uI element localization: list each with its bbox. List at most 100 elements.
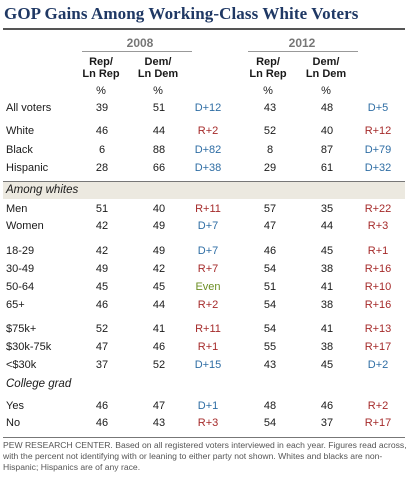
gap-cell: D+7 bbox=[197, 220, 219, 232]
gap-cell: R+2 bbox=[197, 299, 219, 311]
gap-cell: R+12 bbox=[364, 125, 392, 137]
chart-title: GOP Gains Among Working-Class White Vote… bbox=[4, 4, 359, 23]
rep-cell: 42 bbox=[95, 220, 109, 232]
dem-cell: 44 bbox=[320, 220, 334, 232]
dem-cell: 88 bbox=[152, 144, 166, 156]
row-label: $30k-75k bbox=[6, 341, 52, 353]
dem-cell: 61 bbox=[320, 162, 334, 174]
dem-cell: 48 bbox=[320, 102, 334, 114]
gap-cell: R+1 bbox=[197, 341, 219, 353]
gap-cell: R+11 bbox=[195, 203, 221, 215]
gap-cell: D+7 bbox=[197, 245, 219, 257]
gap-cell: R+16 bbox=[364, 299, 392, 311]
rep-cell: 52 bbox=[95, 323, 109, 335]
rep-col-header-2012: Rep/ Ln Rep bbox=[240, 56, 296, 80]
footnote-rule bbox=[3, 437, 405, 438]
gap-cell: R+3 bbox=[367, 220, 389, 232]
table-row: White 46 44 R+2 52 40 R+12 bbox=[3, 124, 405, 140]
footnote: PEW RESEARCH CENTER. Based on all regist… bbox=[3, 440, 407, 472]
dem-cell: 45 bbox=[152, 281, 166, 293]
table-row: Hispanic 28 66 D+38 29 61 D+32 bbox=[3, 161, 405, 177]
table-row: 18-29 42 49 D+7 46 45 R+1 bbox=[3, 244, 405, 260]
dem-col-header-line1: Dem/ bbox=[144, 56, 172, 68]
dem-col-header-2012: Dem/ Ln Dem bbox=[298, 56, 354, 80]
row-label: 18-29 bbox=[6, 245, 35, 257]
table-row: 30-49 49 42 R+7 54 38 R+16 bbox=[3, 262, 405, 278]
rep-cell: 39 bbox=[95, 102, 109, 114]
rep-cell: 54 bbox=[263, 323, 277, 335]
dem-cell: 46 bbox=[152, 341, 166, 353]
gap-cell: Even bbox=[195, 281, 221, 293]
row-label: Black bbox=[6, 144, 33, 156]
row-label: <$30k bbox=[6, 359, 37, 371]
table-row: Yes 46 47 D+1 48 46 R+2 bbox=[3, 399, 405, 415]
dem-cell: 35 bbox=[320, 203, 334, 215]
rep-cell: 42 bbox=[95, 245, 109, 257]
rep-col-header-line1: Rep/ bbox=[89, 56, 113, 68]
dem-cell: 40 bbox=[320, 125, 334, 137]
gap-cell: D+1 bbox=[197, 400, 219, 412]
gap-cell: R+3 bbox=[197, 417, 219, 429]
table-row: All voters 39 51 D+12 43 48 D+5 bbox=[3, 101, 405, 117]
rep-cell: 43 bbox=[263, 102, 277, 114]
row-label: White bbox=[6, 125, 35, 137]
rep-cell: 29 bbox=[263, 162, 277, 174]
dem-cell: 37 bbox=[320, 417, 334, 429]
section-label: Among whites bbox=[6, 184, 79, 196]
rep-cell: 49 bbox=[95, 263, 109, 275]
dem-col-header-line1: Dem/ bbox=[312, 56, 340, 68]
gap-cell: R+16 bbox=[364, 263, 392, 275]
gap-cell: R+22 bbox=[364, 203, 392, 215]
table-row: <$30k 37 52 D+15 43 45 D+2 bbox=[3, 358, 405, 374]
gap-cell: R+17 bbox=[364, 417, 392, 429]
pct-unit-rep-2008: % bbox=[96, 85, 106, 97]
rep-cell: 46 bbox=[95, 417, 109, 429]
gap-cell: D+15 bbox=[194, 359, 222, 371]
gap-cell: R+13 bbox=[364, 323, 392, 335]
table-row: Men 51 40 R+11 57 35 R+22 bbox=[3, 202, 405, 218]
rep-cell: 54 bbox=[263, 263, 277, 275]
row-label: All voters bbox=[6, 102, 52, 114]
rep-col-header-line1: Rep/ bbox=[256, 56, 280, 68]
gap-cell: R+17 bbox=[364, 341, 392, 353]
gap-cell: R+7 bbox=[197, 263, 219, 275]
rep-cell: 48 bbox=[263, 400, 277, 412]
dem-cell: 38 bbox=[320, 299, 334, 311]
row-label: 65+ bbox=[6, 299, 25, 311]
table-row: No 46 43 R+3 54 37 R+17 bbox=[3, 416, 405, 432]
dem-cell: 51 bbox=[152, 102, 166, 114]
rep-cell: 47 bbox=[95, 341, 109, 353]
table-row: Black 6 88 D+82 8 87 D+79 bbox=[3, 143, 405, 159]
rep-col-header-2008: Rep/ Ln Rep bbox=[73, 56, 129, 80]
section-header: Among whites bbox=[3, 181, 405, 199]
row-label: Men bbox=[6, 203, 28, 215]
rep-col-header-line2: Ln Rep bbox=[82, 68, 120, 80]
rep-cell: 43 bbox=[263, 359, 277, 371]
rep-cell: 28 bbox=[95, 162, 109, 174]
dem-cell: 45 bbox=[320, 359, 334, 371]
pct-unit-dem-2008: % bbox=[153, 85, 163, 97]
rep-cell: 55 bbox=[263, 341, 277, 353]
dem-cell: 43 bbox=[152, 417, 166, 429]
row-label: $75k+ bbox=[6, 323, 37, 335]
section-label: College grad bbox=[6, 378, 72, 390]
table-row: Women 42 49 D+7 47 44 R+3 bbox=[3, 219, 405, 235]
dem-cell: 38 bbox=[320, 263, 334, 275]
dem-cell: 41 bbox=[152, 323, 166, 335]
dem-cell: 46 bbox=[320, 400, 334, 412]
rep-cell: 46 bbox=[263, 245, 277, 257]
dem-cell: 42 bbox=[152, 263, 166, 275]
rep-cell: 52 bbox=[263, 125, 277, 137]
rep-cell: 46 bbox=[95, 400, 109, 412]
rep-cell: 54 bbox=[263, 299, 277, 311]
row-label: 30-49 bbox=[6, 263, 35, 275]
gap-cell: D+5 bbox=[367, 102, 389, 114]
row-label: Yes bbox=[6, 400, 24, 412]
rep-cell: 46 bbox=[95, 299, 109, 311]
gap-cell: D+2 bbox=[367, 359, 389, 371]
gap-cell: D+38 bbox=[194, 162, 222, 174]
gap-cell: R+1 bbox=[367, 245, 389, 257]
gap-cell: R+2 bbox=[197, 125, 219, 137]
dem-cell: 49 bbox=[152, 220, 166, 232]
title-rule bbox=[3, 28, 405, 30]
